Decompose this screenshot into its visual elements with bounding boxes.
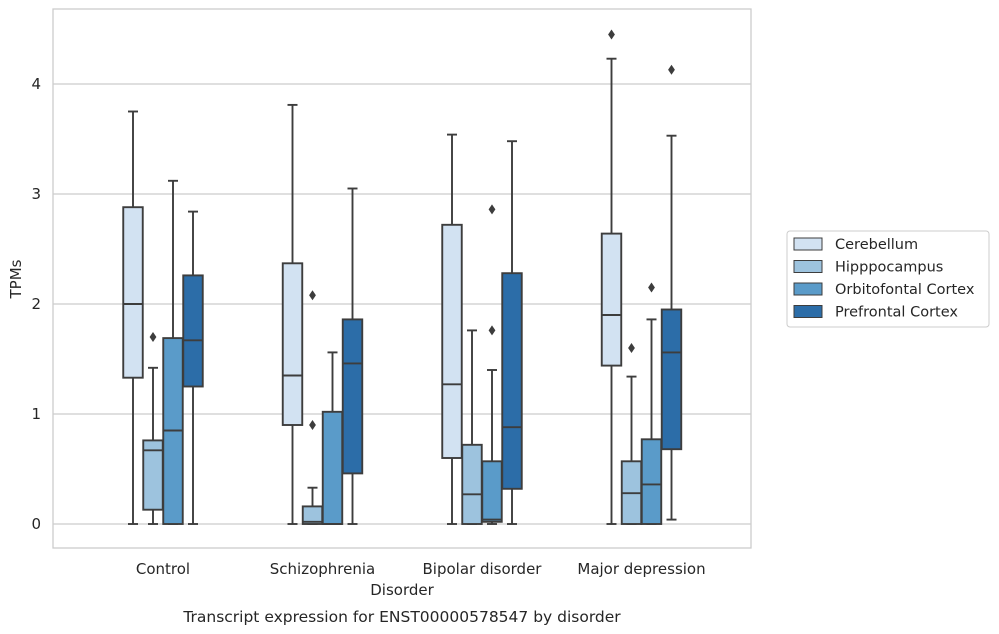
- outlier-point: [309, 290, 316, 301]
- box-group: [461, 329, 483, 525]
- box-group: [142, 332, 164, 525]
- legend-swatch: [793, 305, 823, 318]
- legend-label: Orbitofontal Cortex: [835, 282, 975, 298]
- box-group: [281, 103, 304, 525]
- box: [660, 308, 683, 451]
- legend-label: Cerebellum: [835, 237, 918, 253]
- box: [182, 274, 204, 388]
- box: [122, 206, 144, 379]
- outlier-point: [488, 204, 496, 215]
- outlier-point: [608, 29, 615, 40]
- box-group: [321, 351, 344, 525]
- box-group: [162, 179, 184, 525]
- outlier-point: [668, 64, 675, 75]
- y-tick-label: 2: [31, 295, 41, 313]
- box-group: [501, 140, 523, 525]
- chart-caption: Transcript expression for ENST0000057854…: [182, 608, 621, 626]
- box-group: [640, 282, 663, 525]
- box-group: [620, 343, 643, 525]
- box: [600, 232, 623, 367]
- box-group: [600, 29, 623, 525]
- y-tick-label: 0: [31, 515, 41, 533]
- box-group: [660, 64, 683, 521]
- legend: Cerebellum Hipppocampus Orbitofontal Corte…: [786, 230, 990, 328]
- outlier-point: [648, 282, 655, 293]
- box: [501, 272, 523, 490]
- plot-frame: [52, 8, 752, 549]
- legend-label: Prefrontal Cortex: [835, 305, 958, 321]
- y-tick-labels: 0 1 2 3 4: [31, 75, 41, 533]
- box: [321, 410, 344, 525]
- x-tick-label: Major depression: [577, 560, 705, 578]
- box-group: [301, 290, 324, 525]
- outlier-point: [488, 325, 496, 336]
- x-tick-label: Control: [136, 560, 190, 578]
- y-tick-label: 3: [31, 185, 41, 203]
- y-tick-label: 4: [31, 75, 41, 93]
- outlier-point: [309, 420, 316, 430]
- box: [281, 262, 304, 426]
- box-group: [441, 133, 463, 525]
- box-layer: [122, 29, 683, 525]
- x-tick-label: Schizophrenia: [270, 560, 375, 578]
- y-axis-label: TPMs: [7, 259, 25, 299]
- x-tick-label: Bipolar disorder: [423, 560, 543, 578]
- outlier-point: [628, 343, 635, 353]
- box-group: [341, 187, 364, 525]
- y-tick-label: 1: [31, 405, 41, 423]
- box-group: [182, 210, 204, 525]
- box-group: [481, 204, 503, 525]
- legend-frame: [786, 230, 990, 328]
- legend-label: Hipppocampus: [835, 260, 943, 276]
- legend-swatch: [793, 282, 823, 296]
- legend-swatch: [793, 260, 823, 273]
- x-tick-labels: Control Schizophrenia Bipolar disorder Majo…: [136, 560, 706, 578]
- x-axis-label: Disorder: [370, 581, 434, 599]
- outlier-point: [149, 332, 157, 342]
- box: [341, 318, 364, 475]
- box-group: [122, 110, 144, 525]
- box: [481, 460, 503, 523]
- box: [640, 438, 663, 525]
- box: [441, 223, 463, 459]
- box: [461, 443, 483, 525]
- legend-swatch: [793, 237, 823, 251]
